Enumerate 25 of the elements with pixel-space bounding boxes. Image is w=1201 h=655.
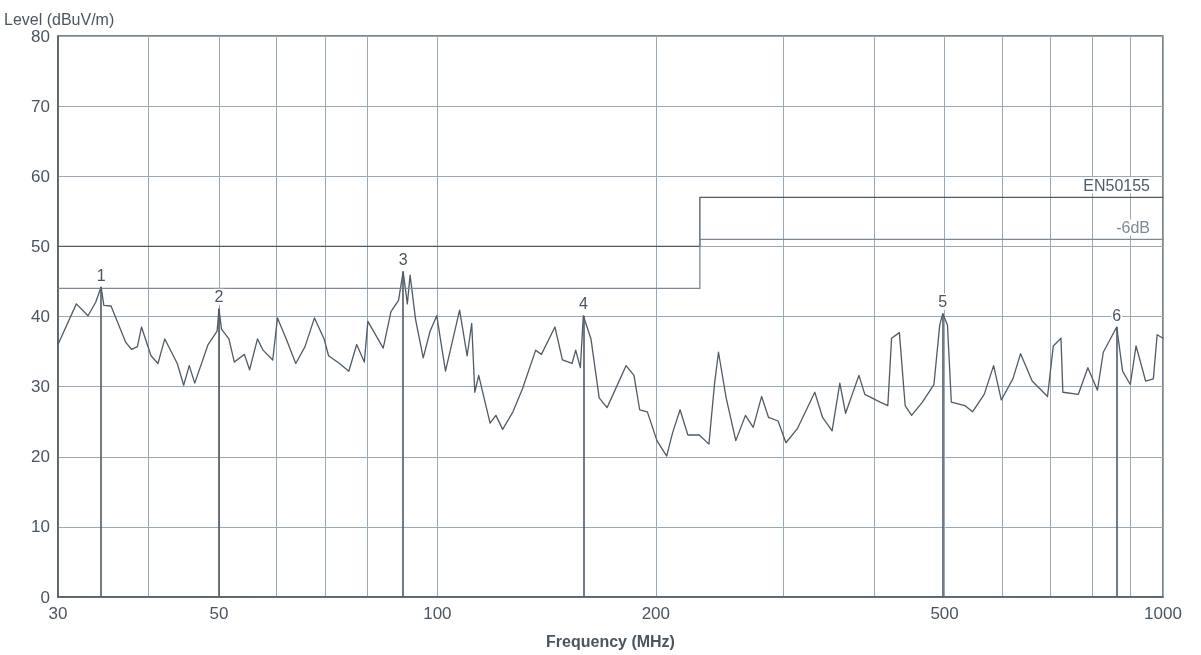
annotation: 3: [398, 251, 408, 269]
y-axis-title: Level (dBuV/m): [4, 11, 115, 29]
y-tick-label: 60: [31, 166, 50, 186]
y-tick-label: 0: [40, 587, 50, 607]
x-tick-label: 50: [209, 604, 229, 623]
series-label: -6dB: [1116, 218, 1150, 236]
y-tick-label: 40: [31, 307, 50, 326]
y-tick-label: 30: [31, 377, 50, 397]
y-tick-label: 70: [31, 96, 50, 116]
annotation: 1: [96, 266, 106, 284]
annotation: 4: [578, 295, 588, 313]
x-tick-label: 500: [930, 604, 959, 623]
annotation: 6: [1112, 306, 1122, 324]
x-tick-label: 100: [423, 604, 452, 623]
x-tick-label: 1000: [1144, 604, 1182, 623]
x-axis-title: Frequency (MHz): [546, 632, 675, 650]
annotation: 2: [214, 288, 224, 306]
annotation: 5: [938, 293, 948, 311]
y-tick-label: 10: [31, 517, 50, 537]
y-tick-label: 20: [31, 447, 50, 467]
y-tick-label: 80: [31, 26, 50, 46]
x-tick-label: 30: [48, 604, 68, 623]
series-label: EN50155: [1083, 176, 1151, 194]
y-tick-label: 50: [31, 236, 50, 256]
x-tick-label: 200: [641, 604, 671, 623]
